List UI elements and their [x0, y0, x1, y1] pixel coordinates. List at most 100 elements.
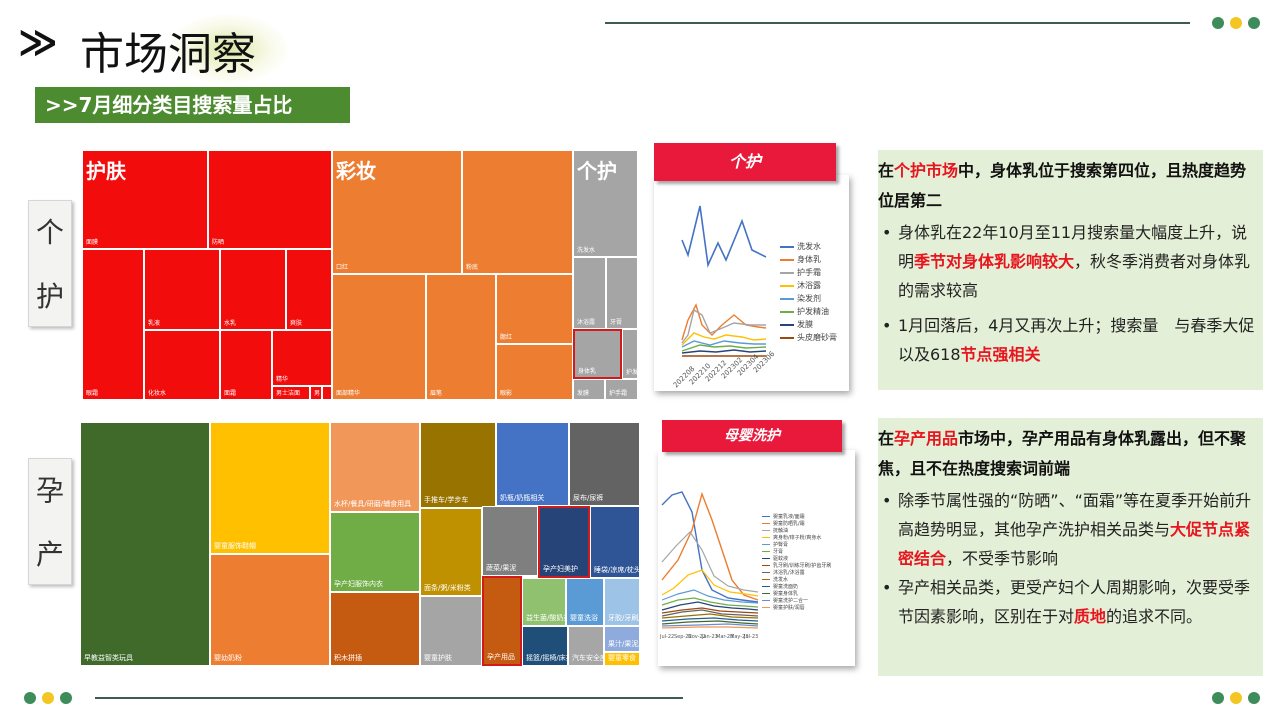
treemap-cell: 发膜 [573, 379, 605, 400]
treemap-cell: 婴童护肤 [420, 596, 482, 666]
treemap-cell-label: 婴童护肤 [424, 654, 452, 662]
bottom-divider-line [95, 697, 683, 699]
section-subtitle: >>7月细分类目搜索量占比 [35, 87, 350, 123]
treemap-cell-label: 孕产妇美护 [543, 565, 578, 573]
legend-item: 洗发水 [780, 241, 821, 252]
treemap-cell: 乳液 [144, 249, 220, 330]
treemap-cell-label: 护发精油 [626, 369, 651, 376]
series-line [661, 609, 759, 617]
treemap-cell-label: 发膜 [577, 390, 590, 397]
series-line [661, 589, 759, 604]
treemap-cell: 男 [310, 386, 322, 400]
treemap-cell-label: 蔬菜/果泥 [486, 564, 517, 572]
treemap-cell-label: 睡袋/凉席/枕头/床品 [594, 566, 658, 574]
treemap-cell: 爽肤 [286, 249, 332, 330]
x-tick-label: Nov-22 [688, 634, 706, 640]
series-line [661, 613, 759, 619]
row-label-maternity: 孕 产 [28, 458, 72, 585]
top-dot-yellow [1230, 17, 1242, 29]
legend-item: 沐浴乳/沐浴露 [762, 569, 805, 576]
treemap-group-label: 护肤 [86, 159, 126, 183]
treemap-cell-label: 益生菌/酸奶类 [526, 614, 571, 622]
treemap-cell-label: 牙膏 [610, 319, 623, 326]
treemap-cell-label: 摇篮/摇椅/床护栏 [526, 654, 580, 662]
treemap-cell: 手推车/学步车 [420, 422, 496, 508]
row-label-char-1: 个 [35, 216, 64, 249]
bottom-right-dot-yellow [1230, 692, 1242, 704]
legend-item: 护手霜 [780, 267, 821, 278]
insight-heading: 在个护市场中，身体乳位于搜索第四位，且热度趋势位居第二 [878, 161, 1247, 210]
legend-item: 洗发水 [762, 576, 788, 583]
treemap-cell-label: 孕产用品 [487, 653, 515, 661]
treemap-cell: 水乳 [220, 249, 286, 330]
legend-item: 身体乳 [780, 254, 821, 265]
legend-item: 染发剂 [780, 293, 821, 304]
title-arrow-icon: ≫ [18, 20, 58, 64]
treemap-cell-label: 积木拼插 [334, 654, 362, 662]
treemap-cell-label: 眉笔 [430, 390, 443, 397]
treemap-cell: 孕产妇服饰内衣 [330, 512, 420, 592]
treemap-cell: 益生菌/酸奶类 [522, 578, 570, 626]
treemap-cell-label: 婴童服饰鞋帽 [214, 542, 256, 550]
treemap-cell: 果汁/果泥/果蔬 [604, 626, 655, 652]
treemap-cell-label: 早教益智类玩具 [84, 654, 133, 662]
treemap-cell-label: 防晒 [212, 239, 225, 246]
treemap-cell-label: 面霜 [224, 390, 237, 397]
treemap-cell-label: 护手霜 [609, 390, 628, 397]
insight-bullet: 1月回落后，4月又再次上升；搜索量 与春季大促以及618节点强相关 [878, 311, 1259, 369]
treemap-cell-label: 眼霜 [86, 390, 99, 397]
treemap-cell: 面条/粥/米粉类 [420, 508, 482, 596]
treemap-cell-label: 婴童零食 [608, 654, 636, 662]
treemap-cell: 眉笔 [426, 274, 496, 400]
treemap-cell: 汽车安全座椅/安全背带 [568, 626, 644, 666]
line-chart-card-baby-care: Jul-22 Sep-22 Nov-22 Jan-23 Mar-23 May-2… [658, 450, 855, 666]
bottom-right-dot-green [1212, 692, 1224, 704]
treemap-cell: 男士洁面 [272, 386, 310, 400]
bottom-dot-yellow [42, 692, 54, 704]
legend-item: 爽身粉/痱子粉/爽身水 [762, 534, 821, 541]
treemap-cell-label: 手推车/学步车 [424, 496, 469, 504]
treemap-cell-label: 婴幼奶粉 [214, 654, 242, 662]
series-line [681, 332, 767, 346]
legend-item: 婴童洗面奶 [762, 583, 798, 590]
treemap-cell-highlighted: 孕产用品 [482, 576, 522, 666]
x-tick-label: May-23 [730, 634, 748, 640]
x-tick-label: Jul-22 [659, 634, 674, 640]
legend-item: 牙膏 [762, 548, 783, 555]
treemap-cell: 婴童服饰鞋帽 [210, 422, 330, 554]
insight-bullet: 身体乳在22年10月至11月搜索量大幅度上升，说明季节对身体乳影响较大，秋冬季消… [878, 218, 1259, 305]
legend-item: 头皮磨砂膏 [780, 332, 837, 343]
treemap-cell-label: 奶瓶/奶瓶相关 [500, 494, 545, 502]
series-line [681, 349, 767, 354]
treemap-cell-label: 眼影 [500, 390, 513, 397]
treemap-cell-label: 沐浴露 [577, 319, 596, 326]
bottom-right-dot-green-2 [1248, 692, 1260, 704]
treemap-group-label: 彩妆 [336, 159, 376, 183]
bottom-dot-green [24, 692, 36, 704]
insight-list: 身体乳在22年10月至11月搜索量大幅度上升，说明季节对身体乳影响较大，秋冬季消… [878, 218, 1259, 369]
series-line [661, 597, 759, 608]
treemap-cell: 尿布/尿裤 [569, 422, 640, 506]
treemap-cell: 婴童零食 [604, 652, 640, 666]
line-chart-personal-care: 202208 202210 202212 202302 202304 20230… [672, 205, 777, 389]
treemap-cell-label: 男士洁面 [276, 390, 301, 397]
treemap-cell: 个护 洗发水 [573, 150, 638, 257]
treemap-cell: 粉底 [462, 150, 573, 274]
legend-item: 婴童洗护二合一 [762, 597, 808, 604]
treemap-cell: 护肤 面膜 [82, 150, 208, 249]
insight-heading: 在孕产用品市场中，孕产用品有身体乳露出，但不聚焦，且不在热度搜索词前端 [878, 429, 1247, 478]
treemap-cell: 牙膏 [606, 257, 638, 329]
treemap-cell: 积木拼插 [330, 592, 420, 666]
treemap-cell-label: 果汁/果泥/果蔬 [608, 640, 655, 648]
treemap-cell: 牙胶/牙刷/牙膏 [604, 578, 655, 626]
row-label-char-1: 孕 [35, 474, 64, 507]
x-tick-label: Jul-23 [743, 634, 758, 640]
treemap-cell-label: 口红 [336, 264, 349, 271]
legend-item: 婴童身体乳 [762, 590, 798, 597]
chart-banner-personal-care: 个护 [654, 143, 836, 181]
legend-item: 护臀膏 [762, 541, 788, 548]
treemap-cell: 眼霜 [82, 249, 144, 400]
treemap-personal-care: 护肤 面膜 防晒 眼霜 乳液 水乳 爽肤 化妆水 面霜 精华 男士洁面 男 彩妆… [82, 150, 650, 400]
legend-item: 发膜 [780, 319, 813, 330]
legend-item: 婴童护肤/润唇 [762, 604, 805, 611]
